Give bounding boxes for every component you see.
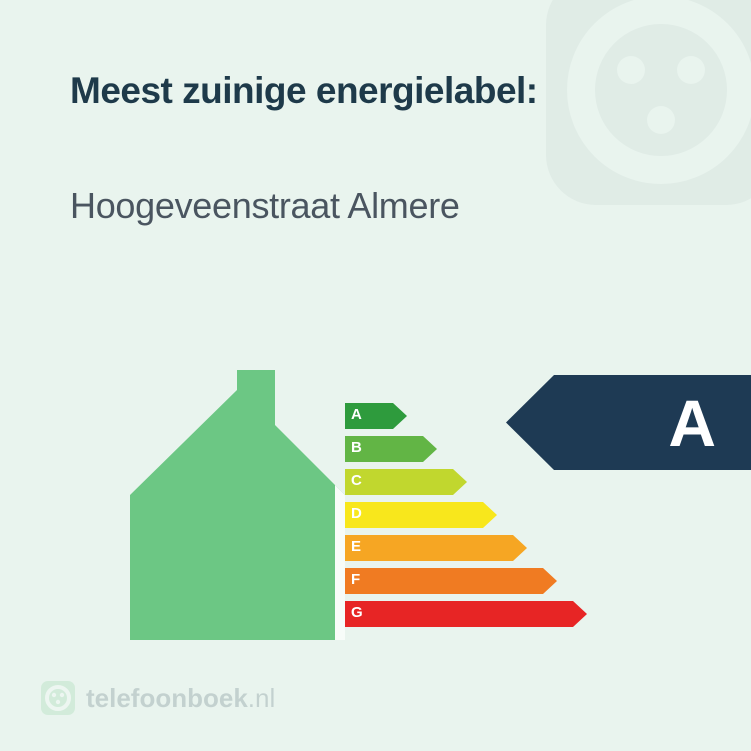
bar-shape (345, 535, 527, 561)
brand-name: telefoonboek (86, 683, 248, 713)
location-subtitle: Hoogeveenstraat Almere (70, 185, 460, 227)
page-title: Meest zuinige energielabel: (70, 70, 538, 112)
bar-label: C (351, 472, 362, 489)
bar-label: B (351, 439, 362, 456)
bar-shape (345, 568, 557, 594)
brand-icon (40, 680, 76, 716)
bar-label: D (351, 505, 362, 522)
brand-ext: .nl (248, 683, 275, 713)
bar-label: E (351, 538, 361, 555)
bar-shape (345, 502, 497, 528)
house-icon (130, 370, 345, 640)
rating-letter: A (668, 385, 716, 461)
watermark-icon (531, 0, 751, 220)
bar-label: F (351, 571, 360, 588)
bar-label: G (351, 604, 363, 621)
footer-brand: telefoonboek.nl (40, 680, 275, 716)
brand-text: telefoonboek.nl (86, 683, 275, 714)
rating-badge: A (506, 375, 751, 470)
bar-shape (345, 601, 587, 627)
bar-label: A (351, 406, 362, 423)
bar-shape (345, 469, 467, 495)
